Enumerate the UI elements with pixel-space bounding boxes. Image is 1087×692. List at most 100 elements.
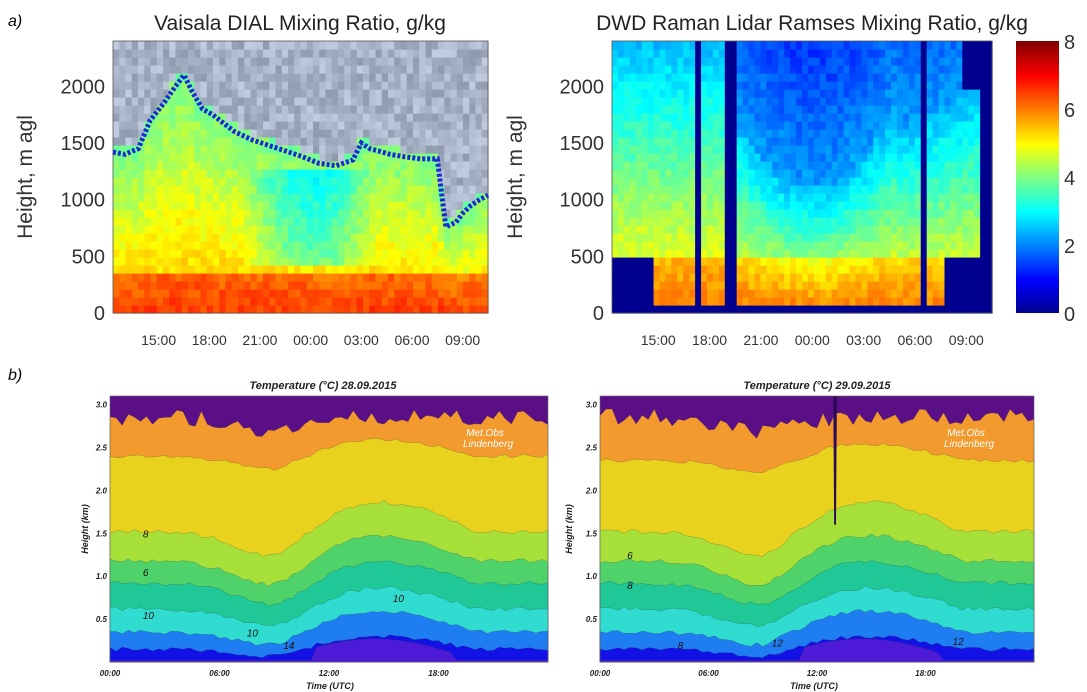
heatmap-cell <box>163 281 170 290</box>
heatmap-cell <box>873 201 880 210</box>
heatmap-cell <box>730 145 738 154</box>
heatmap-cell <box>356 249 364 258</box>
heatmap-cell <box>891 241 898 250</box>
heatmap-cell <box>807 145 815 154</box>
heatmap-cell <box>319 177 327 186</box>
heatmap-cell <box>369 257 377 266</box>
heatmap-cell <box>885 121 892 130</box>
heatmap-cell <box>831 161 839 170</box>
heatmap-cell <box>356 81 364 90</box>
heatmap-cell <box>444 265 452 274</box>
heatmap-cell <box>736 185 744 194</box>
heatmap-cell <box>313 145 320 154</box>
heatmap-cell <box>338 217 345 226</box>
heatmap-cell <box>831 153 839 162</box>
heatmap-cell <box>150 209 158 218</box>
heatmap-cell <box>369 209 377 218</box>
heatmap-cell <box>438 41 445 50</box>
heatmap-cell <box>944 65 952 74</box>
heatmap-cell <box>300 265 308 274</box>
heatmap-cell <box>400 73 408 82</box>
heatmap-cell <box>825 185 833 194</box>
heatmap-cell <box>319 41 327 50</box>
heatmap-cell <box>313 249 320 258</box>
heatmap-cell <box>175 97 183 106</box>
heatmap-cell <box>300 305 308 314</box>
heatmap-cell <box>444 89 452 98</box>
heatmap-cell <box>188 273 195 282</box>
heatmap-cell <box>431 233 439 242</box>
heatmap-cell <box>463 153 470 162</box>
heatmap-cell <box>653 201 661 210</box>
heatmap-cell <box>475 217 483 226</box>
heatmap-cell <box>689 89 696 98</box>
heatmap-cell <box>695 129 702 138</box>
heatmap-cell <box>980 193 987 202</box>
x-tick-label: 09:00 <box>949 332 984 348</box>
heatmap-cell <box>338 193 345 202</box>
heatmap-cell <box>718 113 726 122</box>
heatmap-cell <box>319 57 327 66</box>
heatmap-cell <box>802 297 809 306</box>
heatmap-cell <box>306 281 314 290</box>
heatmap-cell <box>701 57 708 66</box>
heatmap-cell <box>131 193 139 202</box>
heatmap-cell <box>456 305 464 314</box>
heatmap-cell <box>885 65 892 74</box>
heatmap-cell <box>902 97 910 106</box>
heatmap-cell <box>125 41 133 50</box>
heatmap-cell <box>653 249 661 258</box>
heatmap-cell <box>150 153 158 162</box>
heatmap-cell <box>653 129 661 138</box>
heatmap-cell <box>766 273 773 282</box>
heatmap-cell <box>867 281 874 290</box>
heatmap-cell <box>718 241 726 250</box>
heatmap-cell <box>138 73 145 82</box>
heatmap-cell <box>381 201 389 210</box>
heatmap-cell <box>306 49 314 58</box>
heatmap-cell <box>125 145 133 154</box>
heatmap-cell <box>444 297 452 306</box>
heatmap-cell <box>950 201 957 210</box>
heatmap-cell <box>701 89 708 98</box>
heatmap-cell <box>381 305 389 314</box>
heatmap-cell <box>707 153 714 162</box>
heatmap-cell <box>736 273 744 282</box>
heatmap-cell <box>902 49 910 58</box>
heatmap-cell <box>837 129 845 138</box>
heatmap-cell <box>689 217 696 226</box>
heatmap-cell <box>962 193 969 202</box>
heatmap-cell <box>641 177 649 186</box>
heatmap-cell <box>677 153 684 162</box>
heatmap-cell <box>281 97 289 106</box>
heatmap-cell <box>175 137 183 146</box>
heatmap-cell <box>784 305 791 314</box>
heatmap-cell <box>944 265 952 274</box>
heatmap-cell <box>131 81 139 90</box>
heatmap-cell <box>263 209 270 218</box>
heatmap-cell <box>754 289 762 298</box>
heatmap-cell <box>944 105 952 114</box>
heatmap-cell <box>813 73 821 82</box>
heatmap-cell <box>200 49 208 58</box>
heatmap-cell <box>175 49 183 58</box>
heatmap-cell <box>463 41 470 50</box>
heatmap-cell <box>665 305 672 314</box>
heatmap-cell <box>796 49 803 58</box>
heatmap-cell <box>200 257 208 266</box>
heatmap-cell <box>712 297 720 306</box>
heatmap-cell <box>256 217 264 226</box>
heatmap-cell <box>718 81 726 90</box>
heatmap-cell <box>344 185 352 194</box>
heatmap-cell <box>256 65 264 74</box>
heatmap-cell <box>956 177 963 186</box>
heatmap-cell <box>748 217 756 226</box>
heatmap-cell <box>736 81 744 90</box>
heatmap-cell <box>169 265 177 274</box>
heatmap-cell <box>431 257 439 266</box>
heatmap-cell <box>825 65 833 74</box>
heatmap-cell <box>671 177 678 186</box>
heatmap-cell <box>131 161 139 170</box>
heatmap-cell <box>419 193 427 202</box>
